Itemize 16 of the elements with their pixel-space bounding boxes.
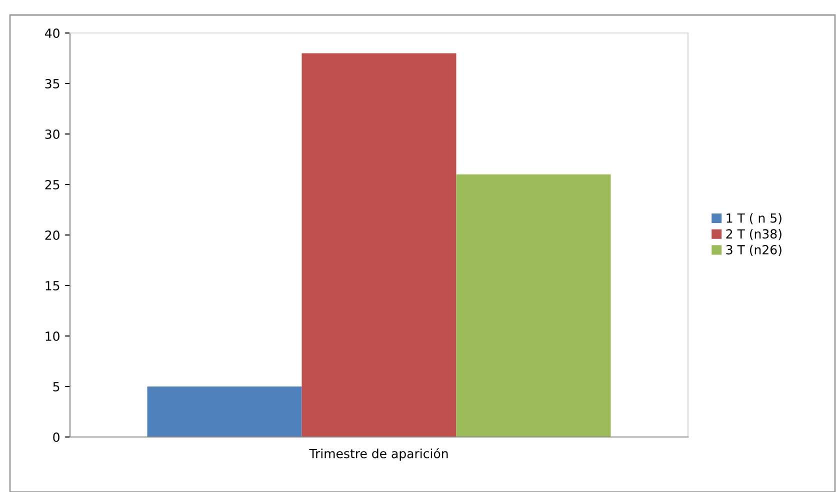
y-tick-label: 0	[53, 432, 60, 442]
legend-label: 1 T ( n 5)	[726, 213, 782, 224]
bar	[147, 386, 302, 437]
x-tick-label: Trimestre de aparición	[309, 448, 448, 461]
y-tick-label: 25	[45, 180, 60, 190]
legend-label: 2 T (n38)	[726, 228, 782, 240]
legend-label: 3 T (n26)	[726, 244, 782, 256]
y-tick-label: 15	[46, 281, 60, 290]
y-tick-label: 10	[46, 331, 60, 341]
y-tick-label: 5	[53, 382, 60, 392]
y-tick-label: 30	[45, 129, 60, 139]
bar	[456, 174, 611, 437]
y-tick-label: 20	[45, 230, 60, 240]
y-tick-label: 40	[44, 28, 60, 38]
bar	[302, 53, 456, 437]
y-tick-label: 35	[45, 78, 60, 88]
